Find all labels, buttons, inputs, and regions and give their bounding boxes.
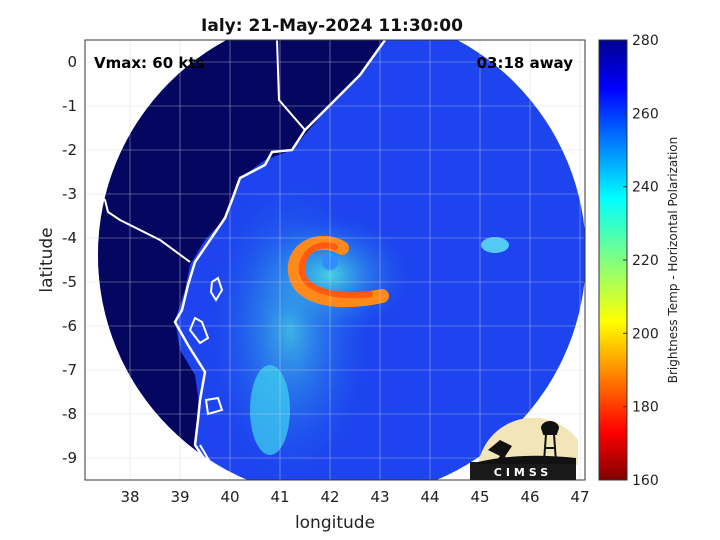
x-axis-label: longitude: [295, 513, 375, 533]
y-tick-label: -2: [62, 141, 77, 159]
x-tick-label: 42: [320, 488, 339, 506]
x-tick-label: 46: [520, 488, 539, 506]
x-tick-label: 39: [170, 488, 189, 506]
colorbar-label: Brightness Temp - Horizontal Polarizatio…: [666, 137, 680, 384]
logo-satellite-dish-icon: [488, 440, 512, 462]
y-tick-label: -8: [62, 405, 77, 423]
rainband-tail: [250, 365, 290, 455]
x-tick-label: 47: [570, 488, 589, 506]
colorbar: 280 260 240 220 200 180 160 Brightness Temp - …: [598, 33, 680, 489]
logo-text: CIMSS: [494, 466, 552, 479]
vmax-label: Vmax: 60 kts: [94, 54, 204, 72]
colorbar-tick-label: 260: [632, 106, 659, 122]
y-tick-label: -4: [62, 229, 77, 247]
logo-banner: [470, 462, 576, 480]
y-tick-label: -1: [62, 97, 77, 115]
y-tick-labels: 0 -1 -2 -3 -4 -5 -6 -7 -8 -9: [62, 53, 77, 467]
colorbar-gradient: [598, 39, 628, 481]
logo-water-tower-icon: [540, 421, 560, 463]
colorbar-ticks: 280 260 240 220 200 180 160: [623, 33, 659, 489]
coastline-island: [188, 276, 224, 416]
y-tick-label: -6: [62, 317, 77, 335]
country-border: [85, 40, 306, 480]
x-tick-label: 38: [120, 488, 139, 506]
logo-ground: [478, 455, 576, 464]
x-tick-label: 44: [420, 488, 439, 506]
time-away-label: 03:18 away: [477, 54, 574, 72]
x-tick-label: 43: [370, 488, 389, 506]
x-tick-label: 45: [470, 488, 489, 506]
axes-frame: [84, 39, 586, 481]
cimss-logo: CIMSS: [470, 417, 578, 480]
y-tick-label: 0: [67, 53, 77, 71]
rainband-east: [481, 237, 509, 253]
colorbar-tick-label: 280: [632, 33, 659, 49]
colorbar-tick-label: 220: [632, 253, 659, 269]
colorbar-tick-label: 200: [632, 326, 659, 342]
y-tick-label: -7: [62, 361, 77, 379]
y-axis-label: latitude: [37, 227, 57, 292]
chart-title: Ialy: 21-May-2024 11:30:00: [201, 16, 463, 36]
eyewall-core: [298, 242, 373, 299]
x-tick-labels: 38 39 40 41 42 43 44 45 46 47: [120, 488, 589, 506]
coastline: [173, 40, 387, 480]
colorbar-tick-label: 240: [632, 180, 659, 196]
y-tick-label: -9: [62, 449, 77, 467]
y-tick-label: -3: [62, 185, 77, 203]
grid-lines: [85, 40, 585, 480]
x-tick-label: 41: [270, 488, 289, 506]
colorbar-tick-label: 180: [632, 400, 659, 416]
y-tick-label: -5: [62, 273, 77, 291]
x-tick-label: 40: [220, 488, 239, 506]
colorbar-tick-label: 160: [632, 473, 659, 489]
